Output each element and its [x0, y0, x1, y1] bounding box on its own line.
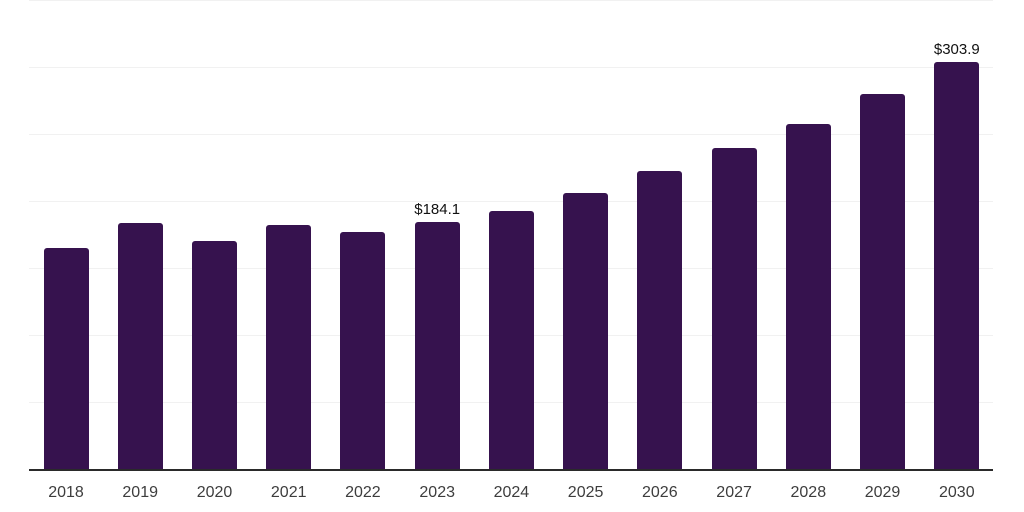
- x-tick-2018: 2018: [48, 484, 84, 501]
- bar-2018[interactable]: [43, 247, 89, 469]
- gridline-300: [29, 67, 993, 68]
- x-tick-2022: 2022: [345, 484, 381, 501]
- x-tick-2026: 2026: [642, 484, 678, 501]
- bar-2028[interactable]: [785, 123, 831, 469]
- x-tick-2027: 2027: [716, 484, 752, 501]
- data-label-2030: $303.9: [933, 40, 980, 58]
- bar-2030[interactable]: [934, 61, 980, 469]
- bar-2019[interactable]: [117, 222, 163, 469]
- x-tick-2024: 2024: [493, 484, 530, 501]
- x-axis-line: [29, 469, 993, 471]
- bar-2024[interactable]: [488, 211, 534, 469]
- bar-2023[interactable]: [414, 222, 460, 469]
- x-tick-2021: 2021: [270, 484, 307, 501]
- bar-2025[interactable]: [563, 193, 609, 469]
- x-tick-2028: 2028: [790, 484, 827, 501]
- gridline-200: [29, 201, 993, 202]
- x-tick-2020: 2020: [196, 484, 233, 501]
- x-tick-2030: 2030: [939, 484, 975, 501]
- bar-2029[interactable]: [860, 94, 905, 469]
- data-label-2023: $184.1: [414, 201, 461, 219]
- x-tick-2025: 2025: [567, 484, 604, 501]
- bar-2026[interactable]: [637, 171, 683, 469]
- bar-2027[interactable]: [711, 148, 757, 469]
- gridline-250: [29, 134, 993, 135]
- gridline-350: [29, 0, 993, 1]
- x-tick-2029: 2029: [864, 484, 901, 501]
- x-tick-2019: 2019: [122, 484, 158, 501]
- x-tick-2023: 2023: [419, 484, 455, 501]
- bar-2020[interactable]: [192, 240, 237, 469]
- bar-2022[interactable]: [340, 232, 386, 469]
- bar-2021[interactable]: [266, 224, 312, 469]
